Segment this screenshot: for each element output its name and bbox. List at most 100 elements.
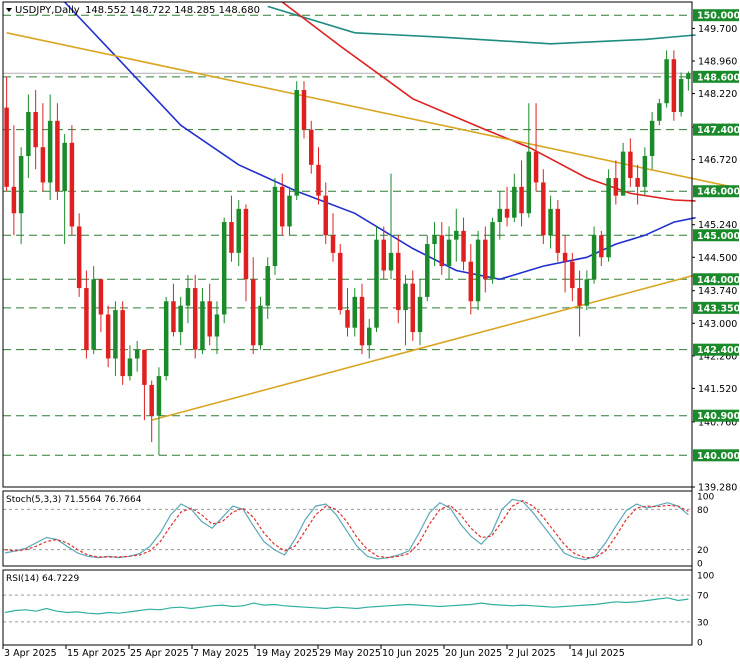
x-tick-label: 20 Jun 2025 (445, 648, 502, 659)
level-label: 146.000 (697, 187, 740, 198)
level-label-bg (693, 9, 739, 22)
candle-body (279, 186, 285, 227)
candle-body (149, 384, 154, 416)
candle-body (55, 120, 60, 192)
candle-body (620, 151, 626, 196)
candle-body (214, 314, 220, 337)
candle-body (678, 79, 684, 113)
candle-body (134, 349, 140, 359)
candle-body (91, 279, 96, 350)
candle-body (599, 235, 604, 258)
x-tick-label: 7 May 2025 (193, 648, 249, 659)
x-tick-label: 2 Jul 2025 (508, 648, 556, 659)
y-tick-label: 139.280 (698, 483, 737, 494)
oscillator-tick-label: 100 (697, 493, 714, 503)
oscillator-tick-label: 100 (697, 572, 714, 582)
level-label-bg (693, 409, 739, 422)
level-label: 143.350 (697, 303, 740, 314)
candle-body (156, 376, 162, 416)
x-tick-label: 15 Apr 2025 (67, 648, 126, 659)
candle-body (403, 283, 408, 311)
candle-body (113, 310, 118, 359)
candle-body (250, 279, 256, 346)
oscillator-series-line (4, 500, 689, 559)
level-label-bg (693, 229, 739, 242)
candle-body (265, 266, 270, 306)
stoch-title: Stoch(5,3,3) 71.5564 76.7664 (6, 495, 142, 505)
candle-body (475, 239, 481, 302)
moving-average-line (267, 5, 696, 45)
candle-body (381, 239, 387, 271)
trendline (151, 274, 696, 421)
candle-body (4, 107, 9, 187)
candle-body (584, 279, 590, 306)
candle-body (686, 73, 691, 79)
candle-body (635, 178, 640, 187)
candle-body (439, 235, 445, 267)
x-tick-label: 25 Apr 2025 (130, 648, 189, 659)
candle-body (671, 59, 677, 113)
oscillator-tick-label: 80 (697, 506, 709, 516)
candle-body (468, 261, 474, 302)
y-tick-label: 142.260 (698, 351, 737, 362)
candle-body (533, 151, 539, 183)
candle-body (388, 252, 394, 271)
candle-body (591, 235, 597, 280)
dropdown-triangle-icon[interactable] (6, 8, 12, 12)
candle-body (410, 283, 416, 333)
level-label: 142.400 (697, 345, 740, 356)
candle-body (316, 164, 321, 196)
candle-body (178, 305, 183, 333)
candle-body (512, 186, 517, 218)
y-tick-label: 149.700 (698, 24, 737, 35)
candle-body (69, 142, 75, 227)
candle-body (541, 182, 546, 236)
candle-body (425, 244, 430, 297)
candle-body (127, 358, 133, 377)
candle-body (98, 279, 104, 315)
candle-body (294, 90, 299, 196)
candle-body (396, 252, 401, 311)
level-label: 147.400 (697, 125, 740, 136)
candle-body (33, 112, 38, 148)
candle-body (664, 59, 669, 104)
candle-body (236, 208, 241, 253)
candle-body (649, 120, 655, 157)
candle-body (11, 186, 17, 214)
candle-body (221, 222, 227, 315)
y-tick-label: 140.760 (698, 417, 737, 428)
oscillator-series-line (4, 498, 689, 561)
header: USDJPY,Daily 148.552 148.722 148.285 148… (6, 5, 260, 16)
candle-body (562, 252, 568, 262)
candle-body (120, 310, 125, 377)
candle-body (105, 314, 111, 359)
level-label-bg (693, 449, 739, 462)
candle-body (84, 288, 89, 350)
candle-body (555, 208, 561, 253)
candle-body (229, 222, 234, 253)
candle-body (483, 239, 488, 280)
candle-body (200, 301, 205, 350)
level-label-bg (693, 301, 739, 314)
y-tick-label: 146.720 (698, 155, 737, 166)
candle-body (18, 156, 24, 214)
candle-body (570, 261, 575, 289)
oscillator-series-line (4, 597, 689, 615)
candle-body (642, 156, 648, 187)
level-label-bg (693, 123, 739, 136)
candle-body (62, 142, 67, 192)
candle-body (47, 120, 53, 183)
x-tick-label: 14 Jul 2025 (571, 648, 625, 659)
level-label-bg (693, 185, 739, 198)
stochastic-panel (3, 498, 692, 561)
candle-body (519, 186, 524, 214)
candle-body (606, 178, 611, 258)
price-panel (3, 1, 740, 456)
level-label: 148.600 (697, 72, 740, 83)
candle-body (323, 195, 328, 236)
oscillator-tick-label: 30 (697, 618, 709, 628)
candle-body (142, 349, 147, 385)
